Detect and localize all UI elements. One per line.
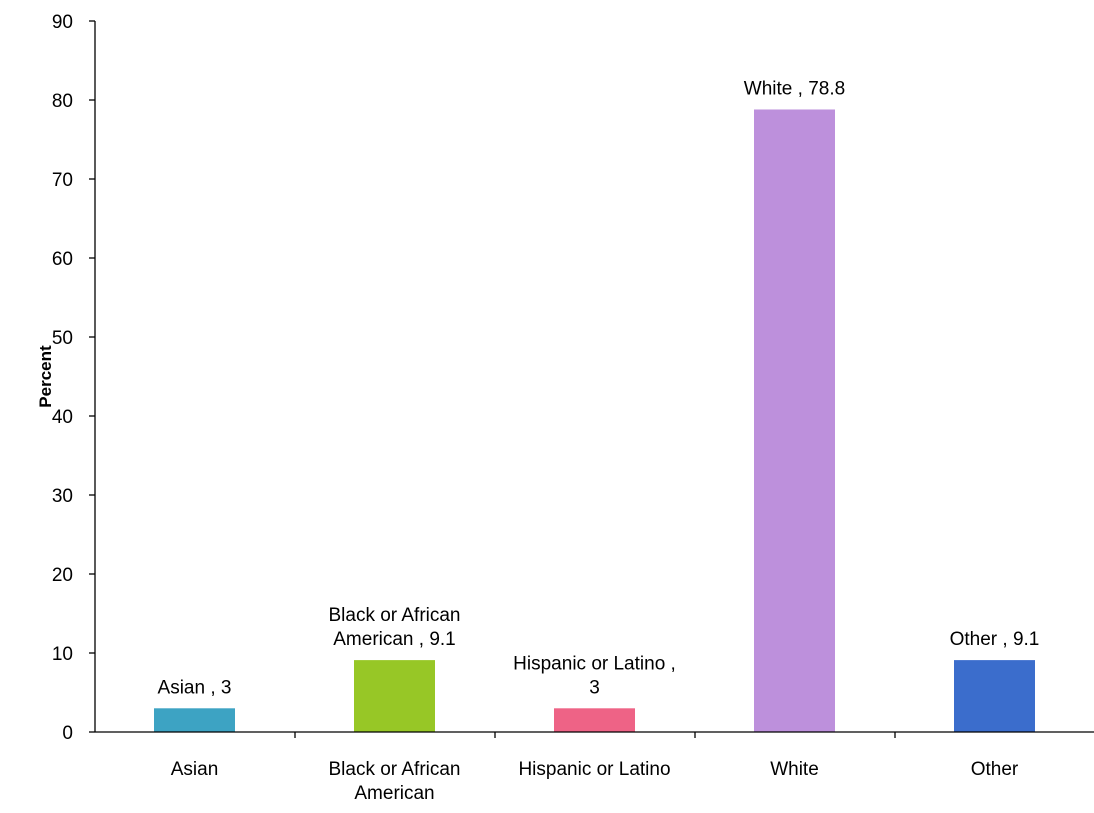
- y-tick-label: 60: [52, 249, 73, 270]
- data-label: American , 9.1: [333, 629, 456, 650]
- x-tick-label: White: [770, 759, 819, 780]
- x-tick-label: Hispanic or Latino: [518, 759, 670, 780]
- y-tick-label: 80: [52, 91, 73, 112]
- data-label: Other , 9.1: [950, 629, 1040, 650]
- data-labels-group: Asian , 3 Black or African American , 9.1 H…: [158, 78, 1040, 698]
- bar: [954, 660, 1035, 732]
- data-label: Hispanic or Latino ,: [513, 653, 676, 674]
- bar: [754, 109, 835, 733]
- data-label: White , 78.8: [744, 78, 845, 99]
- x-tick-label: American: [354, 783, 434, 804]
- y-tick-label: 10: [52, 644, 73, 665]
- x-tick-label: Other: [971, 759, 1019, 780]
- y-tick-label: 30: [52, 486, 73, 507]
- data-label: Black or African: [329, 605, 461, 626]
- y-tick-label: 70: [52, 170, 73, 191]
- y-axis-title: Percent: [36, 345, 55, 408]
- y-tick-label: 0: [62, 723, 73, 744]
- bars-group: [154, 109, 1035, 733]
- y-tick-label: 90: [52, 12, 73, 33]
- bar: [154, 708, 235, 732]
- y-axis-title-group: Percent: [36, 345, 55, 408]
- x-tick-label: Black or African: [329, 759, 461, 780]
- y-tick-label: 20: [52, 565, 73, 586]
- bar: [354, 660, 435, 732]
- y-tick-label: 40: [52, 407, 73, 428]
- y-tick-label: 50: [52, 328, 73, 349]
- x-axis-group: Asian Black or African American Hispanic or…: [95, 731, 1094, 804]
- data-label: Asian , 3: [158, 677, 232, 698]
- bar: [554, 708, 635, 732]
- y-axis-ticks: 0 10 20 30 40 50 60 70 80 90: [52, 12, 96, 744]
- data-label: 3: [589, 677, 600, 698]
- x-tick-label: Asian: [171, 759, 219, 780]
